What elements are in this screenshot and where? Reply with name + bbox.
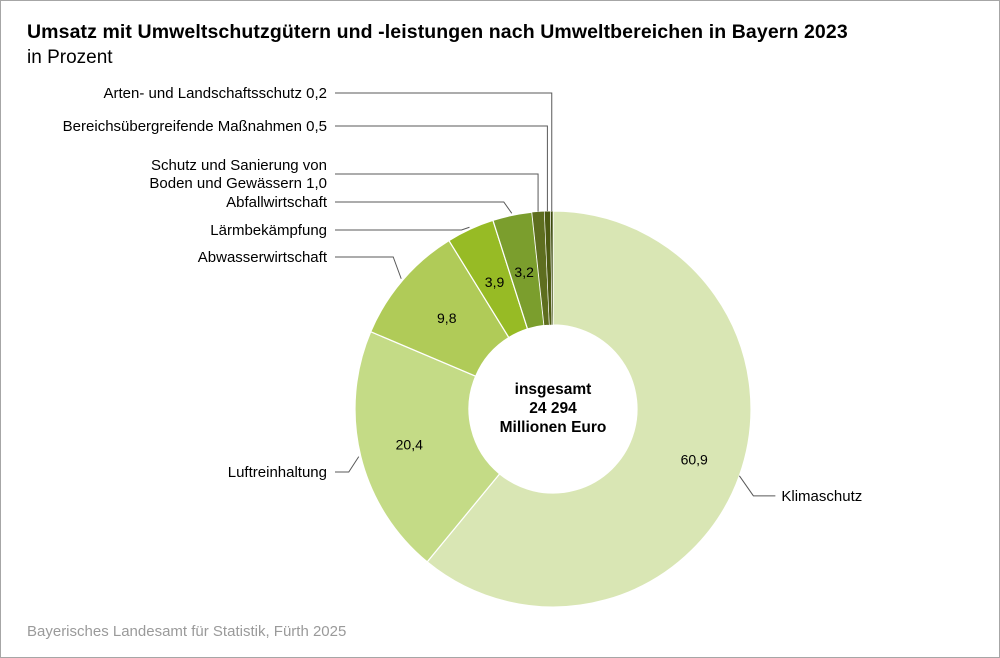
center-total: insgesamt 24 294 Millionen Euro — [500, 381, 607, 436]
value-label-klimaschutz: 60,9 — [681, 452, 708, 468]
center-text-line-3: Millionen Euro — [500, 419, 607, 436]
label-klimaschutz: Klimaschutz — [781, 488, 862, 505]
center-text-line-1: insgesamt — [515, 381, 592, 398]
leader-lines — [335, 92, 776, 497]
leader-line-abwasserwirtschaft — [335, 256, 402, 279]
slice-labels: Klimaschutz Luftreinhaltung Abwasserwirtsc… — [63, 85, 863, 505]
leader-line-bereichsuebergreifende-massnahmen — [335, 125, 548, 212]
source-note: Bayerisches Landesamt für Statistik, Für… — [27, 623, 347, 640]
value-label-luftreinhaltung: 20,4 — [396, 436, 423, 452]
leader-line-laermbekaempfung — [335, 226, 470, 231]
label-schutz-und-sanierung-von-boden-und-gewaessern-line-2: Boden und Gewässern 1,0 — [149, 175, 327, 192]
label-bereichsuebergreifende-massnahmen: Bereichsübergreifende Maßnahmen 0,5 — [63, 118, 327, 135]
leader-line-luftreinhaltung — [335, 456, 360, 473]
slice-luftreinhaltung — [354, 330, 501, 563]
leader-line-schutz-und-sanierung-von-boden-und-gewaessern — [335, 173, 539, 212]
leader-line-arten-und-landschaftsschutz — [335, 92, 553, 212]
label-luftreinhaltung: Luftreinhaltung — [228, 464, 327, 481]
label-schutz-und-sanierung-von-boden-und-gewaessern-line-1: Schutz und Sanierung von — [151, 157, 327, 174]
leader-line-abfallwirtschaft — [335, 201, 513, 214]
chart-title: Umsatz mit Umweltschutzgütern und -leist… — [27, 21, 848, 43]
label-abwasserwirtschaft: Abwasserwirtschaft — [198, 249, 328, 266]
slice-value-labels: 60,9 20,4 9,8 3,9 3,2 — [396, 264, 708, 468]
center-text-line-2: 24 294 — [529, 400, 577, 417]
value-label-abwasserwirtschaft: 9,8 — [437, 310, 457, 326]
label-arten-und-landschaftsschutz: Arten- und Landschaftsschutz 0,2 — [104, 85, 327, 102]
label-laermbekaempfung: Lärmbekämpfung — [210, 222, 327, 239]
slice-arten-und-landschaftsschutz — [550, 210, 554, 326]
value-label-laermbekaempfung: 3,9 — [485, 274, 505, 290]
value-label-abfallwirtschaft: 3,2 — [514, 264, 534, 280]
leader-line-klimaschutz — [738, 475, 776, 497]
chart-subtitle: in Prozent — [27, 47, 113, 68]
label-abfallwirtschaft: Abfallwirtschaft — [226, 194, 328, 211]
slice-klimaschutz — [426, 210, 752, 608]
donut-slices — [354, 210, 752, 608]
